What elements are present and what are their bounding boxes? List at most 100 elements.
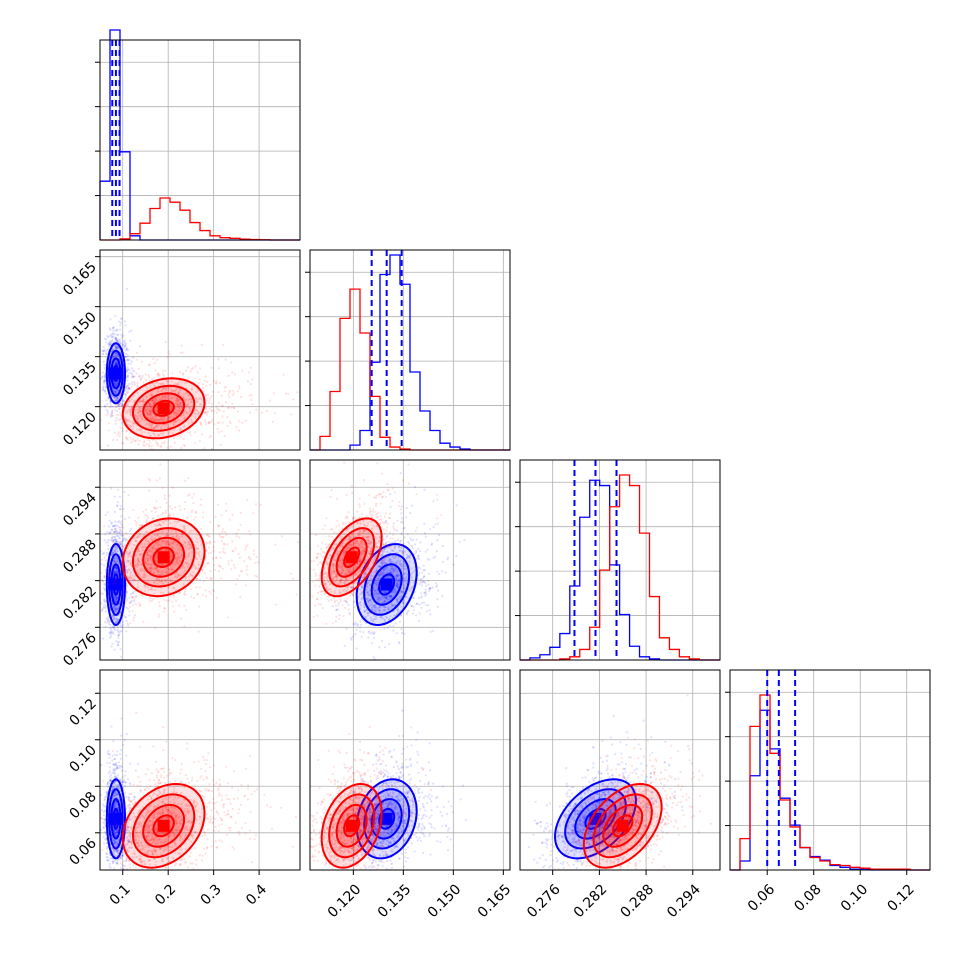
scatter-point bbox=[233, 373, 237, 376]
scatter-point bbox=[114, 520, 117, 523]
scatter-point bbox=[112, 541, 115, 544]
scatter-point bbox=[136, 580, 139, 583]
scatter-point bbox=[149, 434, 152, 438]
scatter-point bbox=[191, 575, 194, 578]
scatter-point bbox=[113, 557, 116, 561]
scatter-point bbox=[221, 530, 224, 534]
scatter-point bbox=[208, 407, 211, 410]
scatter-point bbox=[117, 404, 120, 407]
scatter-point bbox=[434, 582, 437, 585]
scatter-point bbox=[116, 363, 119, 366]
scatter-point bbox=[109, 631, 112, 634]
scatter-point bbox=[108, 342, 111, 345]
scatter-point bbox=[172, 411, 175, 415]
scatter-point bbox=[178, 371, 181, 374]
scatter-point bbox=[106, 621, 109, 624]
scatter-point bbox=[133, 578, 136, 582]
scatter-point bbox=[441, 570, 444, 573]
scatter-point bbox=[152, 438, 155, 442]
scatter-point bbox=[134, 579, 137, 582]
scatter-point bbox=[159, 418, 162, 421]
scatter-point bbox=[182, 412, 185, 415]
scatter-point bbox=[149, 393, 152, 397]
scatter-point bbox=[155, 579, 158, 583]
scatter-point bbox=[137, 516, 140, 519]
scatter-point bbox=[109, 620, 112, 623]
scatter-point bbox=[116, 545, 119, 548]
scatter-point bbox=[257, 561, 260, 564]
scatter-point bbox=[155, 396, 158, 399]
scatter-point bbox=[296, 391, 299, 394]
scatter-point bbox=[111, 395, 115, 398]
scatter-point bbox=[167, 415, 170, 418]
scatter-point bbox=[255, 408, 258, 411]
scatter-point bbox=[204, 393, 207, 396]
scatter-point bbox=[209, 576, 212, 579]
scatter-point bbox=[137, 414, 140, 417]
scatter-points-red bbox=[100, 463, 299, 633]
scatter-point bbox=[153, 426, 156, 429]
scatter-point bbox=[160, 444, 163, 448]
scatter-point bbox=[179, 401, 182, 404]
scatter-point bbox=[114, 549, 117, 552]
scatter-point bbox=[157, 382, 160, 385]
scatter-point bbox=[144, 373, 147, 376]
scatter-point bbox=[137, 563, 140, 567]
scatter-point bbox=[156, 524, 159, 528]
scatter-point bbox=[125, 387, 128, 390]
scatter-point bbox=[105, 530, 108, 533]
scatter-point bbox=[119, 611, 122, 614]
scatter-point bbox=[378, 646, 381, 649]
scatter-point bbox=[241, 421, 244, 424]
scatter-point bbox=[115, 566, 118, 569]
scatter-point bbox=[146, 559, 149, 563]
scatter-point bbox=[199, 421, 202, 424]
scatter-point bbox=[104, 513, 107, 517]
scatter-point bbox=[125, 369, 128, 372]
scatter-point bbox=[101, 371, 104, 374]
scatter-point bbox=[131, 421, 134, 424]
scatter-point bbox=[111, 540, 114, 543]
scatter-point bbox=[149, 424, 152, 427]
scatter-point bbox=[131, 383, 134, 386]
scatter-point bbox=[129, 408, 132, 411]
scatter-point bbox=[156, 434, 160, 437]
scatter-point bbox=[110, 393, 113, 396]
scatter-point bbox=[113, 608, 116, 611]
scatter-point bbox=[120, 421, 123, 424]
scatter-point bbox=[114, 346, 117, 349]
scatter-point bbox=[163, 607, 166, 610]
scatter-point bbox=[417, 596, 421, 600]
scatter-point bbox=[250, 394, 253, 397]
scatter-point bbox=[177, 574, 180, 577]
scatter-point bbox=[113, 609, 116, 613]
scatter-point bbox=[280, 535, 284, 538]
scatter-point bbox=[135, 358, 138, 361]
scatter-point bbox=[169, 595, 172, 598]
scatter-point bbox=[132, 425, 135, 428]
scatter-point bbox=[151, 598, 154, 601]
scatter-point bbox=[114, 391, 117, 394]
scatter-point bbox=[163, 396, 167, 399]
scatter-point bbox=[136, 558, 139, 562]
scatter-point bbox=[151, 399, 154, 402]
scatter-point bbox=[112, 618, 116, 621]
scatter-point bbox=[220, 539, 223, 543]
scatter-point bbox=[205, 413, 208, 416]
scatter-point bbox=[209, 434, 212, 438]
scatter-point bbox=[147, 562, 150, 566]
scatter-point bbox=[109, 318, 112, 321]
scatter-point bbox=[103, 556, 106, 559]
scatter-point bbox=[124, 418, 127, 421]
scatter-point bbox=[422, 575, 426, 579]
scatter-point bbox=[116, 340, 119, 343]
scatter-point bbox=[117, 403, 120, 406]
scatter-point bbox=[115, 382, 118, 385]
scatter-point bbox=[105, 559, 108, 562]
scatter-point bbox=[201, 433, 204, 436]
scatter-point bbox=[162, 374, 165, 377]
scatter-point bbox=[156, 506, 159, 510]
scatter-point bbox=[103, 588, 107, 591]
scatter-point bbox=[113, 571, 116, 574]
scatter-point bbox=[146, 422, 149, 425]
